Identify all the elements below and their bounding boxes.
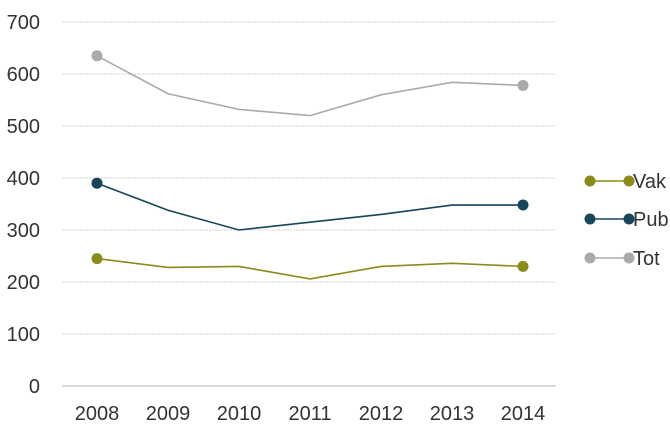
legend-label: Vak (633, 171, 667, 193)
legend-label: Tot (633, 248, 660, 270)
series-line (96, 257, 524, 280)
legend-marker (584, 252, 596, 264)
x-axis: 2008 2009 2010 2011 2012 2013 2014 (75, 403, 546, 425)
legend-item: Vak (584, 171, 667, 193)
x-tick-label: 2009 (146, 403, 191, 425)
y-axis: 0 100 200 300 400 500 600 700 (7, 12, 40, 398)
y-tick-label: 0 (29, 376, 40, 398)
data-point (91, 253, 103, 265)
data-point (91, 177, 103, 189)
y-tick-label: 700 (7, 12, 40, 34)
legend-marker (584, 175, 596, 187)
y-tick-label: 300 (7, 220, 40, 242)
legend-marker (623, 252, 635, 264)
legend: Vak Pub Tot (584, 171, 669, 270)
x-tick-label: 2012 (359, 403, 404, 425)
data-point (517, 260, 529, 272)
x-tick-label: 2014 (501, 403, 546, 425)
legend-item: Tot (584, 248, 660, 270)
series-line (96, 182, 523, 231)
series-tot (91, 50, 529, 117)
y-tick-label: 100 (7, 324, 40, 346)
legend-marker (623, 213, 635, 225)
legend-item: Pub (584, 209, 669, 231)
series-vak (91, 253, 529, 280)
gridlines (62, 21, 556, 387)
y-tick-label: 500 (7, 116, 40, 138)
legend-marker (623, 175, 635, 187)
legend-label: Pub (633, 209, 669, 231)
data-point (91, 50, 103, 62)
y-tick-label: 600 (7, 64, 40, 86)
series-pub (91, 177, 529, 231)
legend-marker (584, 213, 596, 225)
series-line (96, 55, 524, 117)
data-point (517, 79, 529, 91)
x-tick-label: 2010 (217, 403, 262, 425)
data-point (517, 199, 529, 211)
y-tick-label: 400 (7, 168, 40, 190)
series-group (91, 50, 529, 280)
x-tick-label: 2008 (75, 403, 120, 425)
x-tick-label: 2013 (430, 403, 475, 425)
x-tick-label: 2011 (288, 403, 331, 425)
y-tick-label: 200 (7, 272, 40, 294)
